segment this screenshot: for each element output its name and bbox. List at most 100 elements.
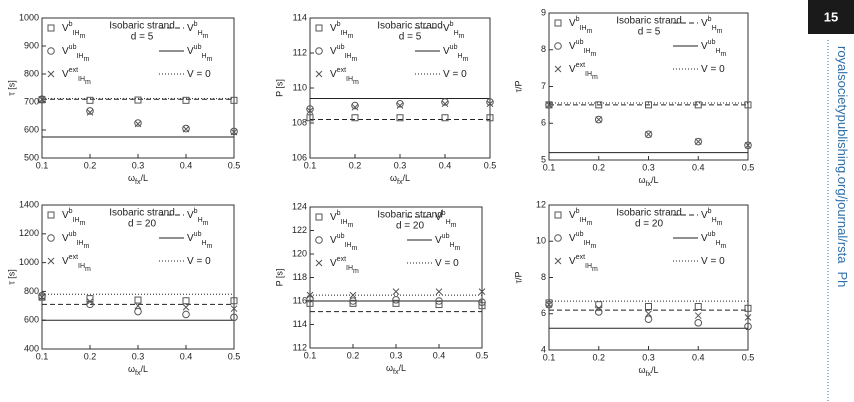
cross-stroke bbox=[47, 257, 55, 265]
legend-label-base: V bbox=[187, 46, 194, 57]
marker-circle bbox=[315, 47, 323, 55]
y-tick-label: 5 bbox=[541, 154, 546, 164]
y-tick-label: 6 bbox=[541, 308, 546, 318]
marker-square bbox=[306, 299, 314, 307]
cross-stroke bbox=[349, 291, 357, 299]
legend-label-sub2: m bbox=[587, 28, 593, 35]
x-tick-label: 0.1 bbox=[543, 162, 556, 172]
legend-label-sub: IH bbox=[344, 53, 351, 60]
legend-label: Vub Hm bbox=[701, 39, 727, 58]
legend-label-sub2: m bbox=[85, 79, 91, 86]
y-tick-label: 118 bbox=[293, 272, 307, 282]
x-tick-label: 0.2 bbox=[592, 162, 605, 172]
marker-cross bbox=[349, 291, 357, 299]
annotation: Isobaric strand bbox=[109, 21, 175, 32]
x-axis-label-base: ω bbox=[128, 173, 135, 183]
x-tick-label: 0.1 bbox=[36, 160, 49, 170]
marker-circle bbox=[230, 127, 238, 136]
x-tick-label: 0.5 bbox=[484, 160, 497, 170]
marker-circle bbox=[86, 107, 94, 115]
legend-label-base: V bbox=[435, 212, 442, 223]
y-tick-label: 114 bbox=[293, 319, 307, 329]
x-axis-label-rest: /L bbox=[140, 173, 148, 183]
legend-label: Vub Hm bbox=[435, 233, 461, 252]
legend-label-sub2: m bbox=[717, 28, 723, 35]
legend-label-sub2: m bbox=[459, 33, 465, 40]
legend-label-sub2: m bbox=[203, 33, 209, 40]
marker-cross bbox=[306, 107, 314, 115]
legend-label: VextIHm bbox=[569, 62, 598, 81]
marker-cross bbox=[230, 128, 238, 136]
x-axis-label-rest: /L bbox=[402, 173, 410, 183]
legend-label: VbHm bbox=[701, 208, 723, 227]
marker-circle bbox=[744, 141, 752, 150]
x-axis-label-sub: fx bbox=[646, 181, 652, 188]
legend-label: V = 0 bbox=[443, 69, 467, 80]
x-tick-label: 0.5 bbox=[742, 352, 755, 362]
marker-square bbox=[554, 211, 562, 219]
legend-label-sub2: m bbox=[207, 243, 213, 250]
marker-circle bbox=[441, 98, 449, 106]
cross-stroke bbox=[392, 288, 400, 295]
legend-label-base: V bbox=[701, 41, 708, 52]
legend-label-sub: H bbox=[715, 240, 720, 247]
y-tick-label: 106 bbox=[292, 152, 307, 162]
y-tick-label: 1400 bbox=[19, 199, 39, 209]
y-tick-label: 10 bbox=[536, 236, 546, 246]
marker-circle bbox=[594, 115, 603, 124]
x-tick-label: 0.3 bbox=[132, 160, 145, 170]
legend-label-sup: ext bbox=[69, 67, 78, 74]
page-number: 15 bbox=[824, 9, 838, 24]
cross-stroke bbox=[182, 125, 190, 133]
marker-cross bbox=[554, 257, 562, 265]
y-tick-label: 700 bbox=[24, 96, 39, 106]
legend-label-sup: ext bbox=[576, 62, 585, 69]
y-tick-label: 110 bbox=[293, 82, 307, 92]
legend-label: VextIHm bbox=[62, 67, 91, 86]
legend-label-sub2: m bbox=[83, 243, 89, 250]
legend-label-sup: b bbox=[708, 208, 712, 215]
y-tick-label: 124 bbox=[292, 201, 307, 211]
legend-label: VbHm bbox=[435, 210, 457, 229]
marker-cross bbox=[645, 310, 652, 318]
legend-label: VbIHm bbox=[569, 208, 593, 227]
page-number-box bbox=[808, 0, 854, 34]
legend-label-sub: H bbox=[446, 219, 451, 226]
legend-label-base: V bbox=[701, 18, 708, 29]
legend-label-base: V = 0 bbox=[187, 69, 211, 80]
marker-cross bbox=[694, 138, 702, 145]
marker-cross bbox=[694, 312, 702, 319]
legend-label-sub2: m bbox=[463, 56, 469, 63]
marker-square bbox=[396, 114, 404, 122]
legend-label-sub2: m bbox=[348, 222, 354, 229]
y-tick-label: 8 bbox=[541, 272, 546, 282]
x-axis-label-rest: /L bbox=[140, 364, 148, 374]
legend-label-base: V bbox=[435, 235, 442, 246]
legend-label: VbHm bbox=[187, 208, 209, 227]
cross-stroke bbox=[595, 116, 603, 123]
marker-square bbox=[315, 24, 323, 32]
cross-stroke bbox=[435, 288, 443, 295]
y-tick-label: 116 bbox=[293, 295, 307, 305]
legend-label-sub2: m bbox=[587, 220, 593, 227]
legend-label-sub: H bbox=[712, 25, 717, 32]
legend-label-sup: ext bbox=[69, 254, 78, 261]
x-tick-label: 0.2 bbox=[349, 160, 362, 170]
legend-label-sup: ext bbox=[576, 254, 585, 261]
marker-square bbox=[47, 211, 55, 219]
legend-label: V = 0 bbox=[435, 258, 459, 269]
legend-label-sup: b bbox=[576, 16, 580, 23]
marker-cross bbox=[486, 100, 494, 108]
x-axis-label: ωfx/L bbox=[128, 173, 148, 185]
y-tick-label: 600 bbox=[24, 124, 39, 134]
cross-stroke bbox=[86, 109, 94, 116]
cross-stroke bbox=[744, 141, 752, 149]
marker-circle bbox=[134, 307, 142, 316]
legend-label-sub: IH bbox=[341, 30, 348, 37]
legend-label-sub: H bbox=[449, 242, 454, 249]
marker-circle bbox=[47, 234, 55, 242]
legend-label-sub: IH bbox=[344, 242, 351, 249]
legend-label-base: V bbox=[330, 235, 337, 246]
x-tick-label: 0.2 bbox=[84, 160, 97, 170]
legend-label-sub2: m bbox=[351, 245, 357, 252]
